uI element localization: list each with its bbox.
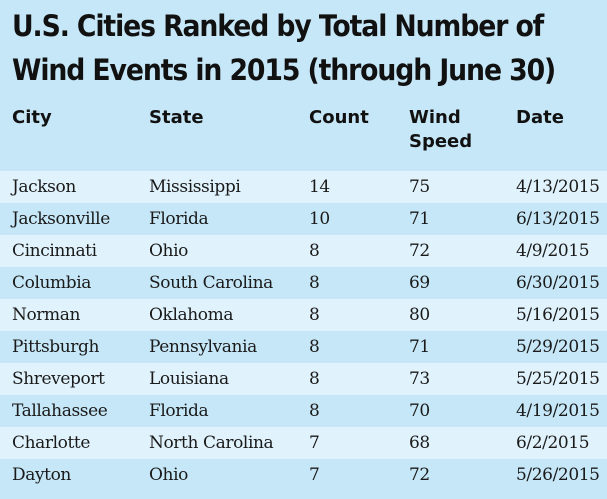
- cell-city: Pittsburgh: [12, 337, 100, 357]
- cell-city: Jacksonville: [12, 209, 110, 229]
- cell-count: 8: [309, 273, 320, 293]
- cell-state: North Carolina: [149, 433, 274, 453]
- cell-city: Tallahassee: [12, 401, 108, 421]
- column-header-wind-speed: Wind Speed: [409, 107, 473, 152]
- cell-count: 14: [309, 177, 330, 197]
- cell-city: Cincinnati: [12, 241, 97, 261]
- table-row: Jacksonville Florida 10 71 6/13/2015: [0, 203, 607, 235]
- cell-count: 7: [309, 465, 320, 485]
- cell-state: Ohio: [149, 465, 188, 485]
- cell-city: Charlotte: [12, 433, 91, 453]
- cell-date: 5/25/2015: [516, 369, 600, 389]
- cell-date: 6/13/2015: [516, 209, 600, 229]
- table-row: Shreveport Louisiana 8 73 5/25/2015: [0, 363, 607, 395]
- table-row: Dayton Ohio 7 72 5/26/2015: [0, 459, 607, 491]
- table-row: Tallahassee Florida 8 70 4/19/2015: [0, 395, 607, 427]
- cell-wind-speed: 72: [409, 465, 430, 485]
- cell-city: Shreveport: [12, 369, 105, 389]
- cell-date: 4/19/2015: [516, 401, 600, 421]
- table-row: Columbia South Carolina 8 69 6/30/2015: [0, 267, 607, 299]
- cell-state: South Carolina: [149, 273, 273, 293]
- cell-date: 5/29/2015: [516, 337, 600, 357]
- cell-wind-speed: 71: [409, 337, 430, 357]
- table-row: Cincinnati Ohio 8 72 4/9/2015: [0, 235, 607, 267]
- cell-count: 8: [309, 401, 320, 421]
- cell-city: Norman: [12, 305, 81, 325]
- cell-state: Louisiana: [149, 369, 229, 389]
- cell-wind-speed: 68: [409, 433, 430, 453]
- cell-date: 4/9/2015: [516, 241, 590, 261]
- table-row: Charlotte North Carolina 7 68 6/2/2015: [0, 427, 607, 459]
- cell-state: Ohio: [149, 241, 188, 261]
- cell-date: 4/13/2015: [516, 177, 600, 197]
- column-header-city: City: [12, 107, 52, 128]
- table-row: Jackson Mississippi 14 75 4/13/2015: [0, 171, 607, 203]
- cell-date: 6/2/2015: [516, 433, 590, 453]
- cell-date: 5/26/2015: [516, 465, 600, 485]
- table-row: Pittsburgh Pennsylvania 8 71 5/29/2015: [0, 331, 607, 363]
- cell-count: 8: [309, 337, 320, 357]
- column-header-count: Count: [309, 107, 369, 128]
- cell-city: Dayton: [12, 465, 71, 485]
- cell-state: Florida: [149, 401, 209, 421]
- cell-wind-speed: 70: [409, 401, 430, 421]
- column-header-state: State: [149, 107, 204, 128]
- cell-count: 10: [309, 209, 330, 229]
- cell-state: Pennsylvania: [149, 337, 257, 357]
- title-line-1: U.S. Cities Ranked by Total Number of: [12, 9, 544, 43]
- cell-wind-speed: 69: [409, 273, 430, 293]
- table-title: U.S. Cities Ranked by Total Number of Wi…: [12, 4, 559, 92]
- title-line-2: Wind Events in 2015 (through June 30): [12, 53, 556, 87]
- cell-city: Columbia: [12, 273, 92, 293]
- cell-wind-speed: 75: [409, 177, 430, 197]
- cell-city: Jackson: [12, 177, 76, 197]
- cell-state: Oklahoma: [149, 305, 234, 325]
- cell-wind-speed: 72: [409, 241, 430, 261]
- cell-date: 5/16/2015: [516, 305, 600, 325]
- cell-date: 6/30/2015: [516, 273, 600, 293]
- cell-state: Mississippi: [149, 177, 241, 197]
- cell-wind-speed: 80: [409, 305, 430, 325]
- cell-wind-speed: 71: [409, 209, 430, 229]
- cell-count: 8: [309, 241, 320, 261]
- cell-count: 8: [309, 369, 320, 389]
- column-header-date: Date: [516, 107, 564, 128]
- cell-state: Florida: [149, 209, 209, 229]
- cell-count: 8: [309, 305, 320, 325]
- cell-wind-speed: 73: [409, 369, 430, 389]
- cell-count: 7: [309, 433, 320, 453]
- table-row: Norman Oklahoma 8 80 5/16/2015: [0, 299, 607, 331]
